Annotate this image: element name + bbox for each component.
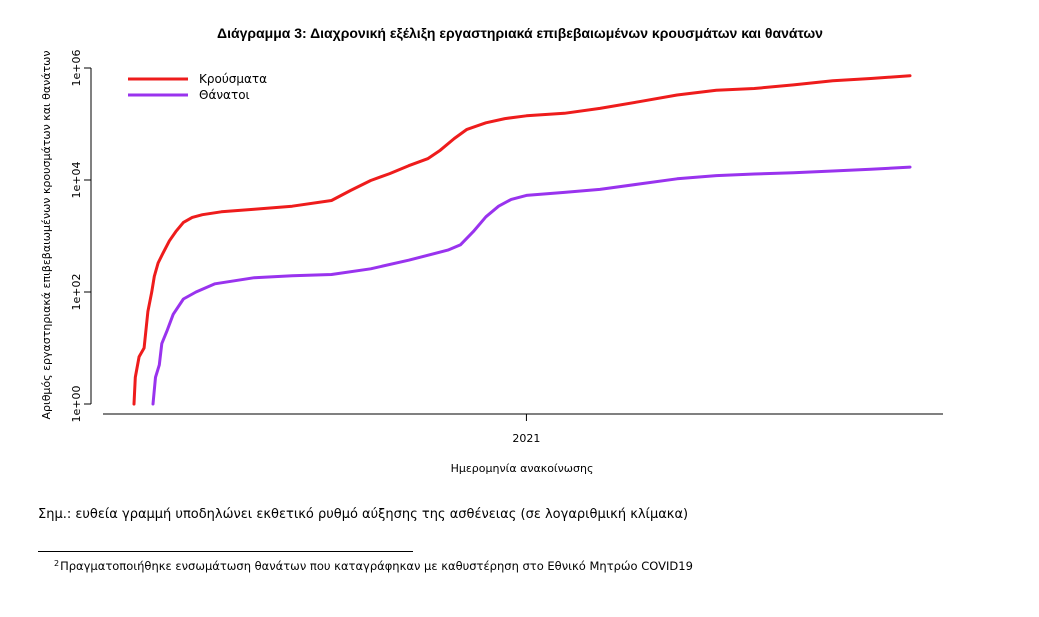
y-tick-label-3: 1e+06: [70, 50, 83, 87]
x-axis-label: Ημερομηνία ανακοίνωσης: [451, 462, 594, 475]
chart: Διάγραμμα 3: Διαχρονική εξέλιξη εργαστηρ…: [40, 25, 943, 475]
legend: Κρούσματα Θάνατοι: [128, 72, 267, 102]
y-axis-label: Αριθμός εργαστηριακά επιβεβαιωμένων κρου…: [40, 50, 53, 419]
legend-label-cases: Κρούσματα: [199, 72, 267, 86]
axes: [90, 68, 943, 415]
y-tick-label-0: 1e+00: [70, 386, 83, 423]
footnote-marker: 2: [54, 559, 60, 568]
footnote-divider: [38, 551, 413, 552]
chart-note: Σημ.: ευθεία γραμμή υποδηλώνει εκθετικό …: [38, 507, 689, 522]
legend-label-deaths: Θάνατοι: [199, 88, 250, 102]
series-line-deaths: [151, 165, 912, 406]
footnote-text: Πραγματοποιήθηκε ενσωμάτωση θανάτων που …: [60, 559, 693, 573]
y-ticks: 1e+00 1e+02 1e+04 1e+06: [70, 50, 91, 423]
y-tick-label-1: 1e+02: [70, 274, 83, 311]
y-tick-label-2: 1e+04: [70, 162, 83, 199]
chart-title: Διάγραμμα 3: Διαχρονική εξέλιξη εργαστηρ…: [217, 25, 823, 41]
series-line-cases: [132, 74, 912, 406]
footnote: 2Πραγματοποιήθηκε ενσωμάτωση θανάτων που…: [54, 559, 693, 573]
series-lines: [132, 74, 912, 406]
x-ticks: 2021: [512, 414, 540, 445]
x-tick-label-0: 2021: [512, 432, 540, 445]
